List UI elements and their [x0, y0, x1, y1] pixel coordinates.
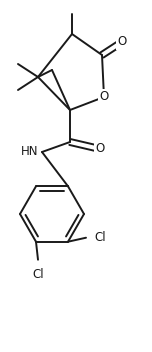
Text: O: O	[99, 90, 109, 103]
Text: HN: HN	[21, 145, 38, 158]
Text: O: O	[117, 36, 127, 49]
Text: Cl: Cl	[32, 268, 44, 281]
Text: Cl: Cl	[94, 231, 106, 244]
Text: O: O	[95, 143, 105, 156]
